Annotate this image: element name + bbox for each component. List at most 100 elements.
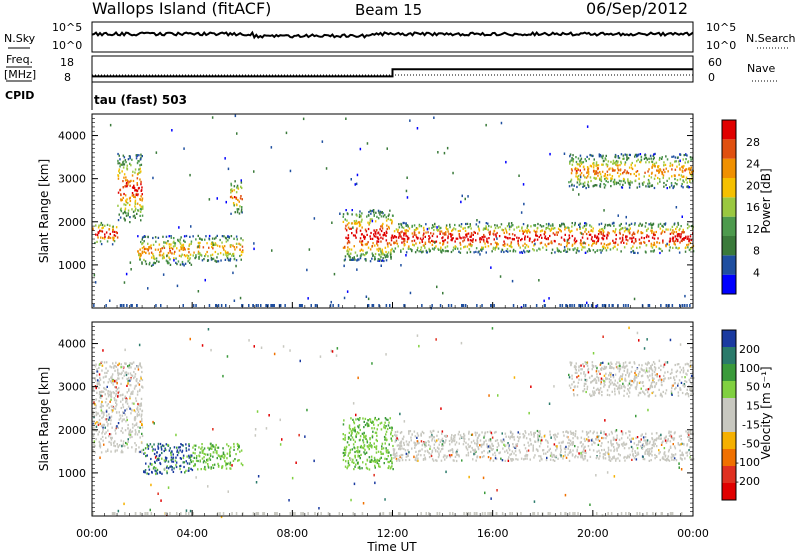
echo-pixel: [150, 443, 152, 445]
echo-pixel: [632, 240, 634, 242]
echo-pixel: [582, 233, 584, 235]
echo-pixel: [584, 440, 586, 442]
echo-pixel: [344, 297, 346, 300]
echo-pixel: [547, 451, 549, 453]
echo-pixel: [541, 237, 543, 239]
echo-pixel: [123, 370, 125, 372]
echo-pixel: [194, 457, 196, 459]
echo-pixel: [130, 412, 132, 414]
echo-pixel: [311, 304, 313, 307]
echo-pixel: [654, 165, 656, 167]
echo-pixel: [200, 460, 202, 462]
echo-pixel: [447, 245, 449, 247]
echo-pixel: [387, 243, 389, 245]
echo-pixel: [122, 394, 124, 396]
echo-pixel: [568, 448, 570, 450]
echo-pixel: [512, 238, 514, 240]
echo-pixel: [368, 247, 370, 249]
echo-pixel: [580, 176, 582, 179]
echo-pixel: [678, 174, 680, 176]
echo-pixel: [155, 236, 157, 238]
echo-pixel: [137, 394, 139, 396]
echo-pixel: [238, 243, 240, 245]
echo-pixel: [128, 367, 130, 369]
echo-pixel: [616, 160, 618, 162]
echo-pixel: [624, 460, 626, 462]
echo-pixel: [663, 391, 665, 393]
echo-pixel: [177, 285, 179, 288]
echo-pixel: [184, 248, 186, 250]
echo-pixel: [141, 186, 143, 188]
echo-pixel: [397, 431, 399, 433]
echo-pixel: [129, 204, 131, 206]
echo-pixel: [186, 460, 188, 462]
echo-pixel: [137, 173, 139, 175]
echo-pixel: [368, 211, 370, 213]
echo-pixel: [121, 170, 123, 172]
echo-pixel: [624, 447, 626, 449]
echo-pixel: [576, 450, 578, 452]
echo-pixel: [386, 256, 388, 258]
echo-pixel: [233, 449, 235, 451]
echo-pixel: [142, 242, 144, 244]
echo-pixel: [639, 186, 641, 188]
echo-pixel: [419, 242, 421, 244]
echo-pixel: [671, 168, 673, 170]
echo-pixel: [486, 240, 488, 242]
echo-pixel: [149, 246, 151, 248]
echo-pixel: [459, 431, 461, 433]
echo-pixel: [124, 163, 126, 165]
echo-pixel: [406, 229, 408, 231]
echo-pixel: [667, 170, 669, 172]
echo-pixel: [142, 215, 144, 217]
echo-pixel: [455, 248, 457, 250]
echo-pixel: [127, 179, 129, 181]
echo-pixel: [367, 222, 369, 224]
echo-pixel: [112, 362, 114, 364]
echo-pixel: [587, 238, 589, 240]
echo-pixel: [676, 375, 678, 377]
echo-pixel: [228, 236, 230, 238]
echo-pixel: [685, 430, 687, 432]
echo-pixel: [123, 406, 125, 408]
echo-pixel: [140, 181, 142, 183]
echo-pixel: [132, 186, 134, 188]
echo-pixel: [525, 458, 527, 460]
echo-pixel: [660, 304, 662, 307]
echo-pixel: [661, 250, 663, 252]
echo-pixel: [404, 240, 406, 242]
echo-pixel: [453, 460, 455, 462]
echo-pixel: [142, 198, 144, 200]
echo-pixel: [612, 456, 614, 458]
echo-pixel: [614, 449, 616, 451]
echo-pixel: [141, 433, 143, 435]
echo-pixel: [506, 231, 508, 233]
echo-pixel: [643, 181, 645, 183]
echo-pixel: [381, 265, 383, 268]
echo-pixel: [384, 232, 386, 234]
echo-pixel: [355, 183, 357, 186]
echo-pixel: [173, 237, 175, 239]
echo-pixel: [608, 363, 610, 365]
echo-pixel: [647, 170, 649, 172]
echo-pixel: [399, 459, 401, 461]
echo-pixel: [675, 182, 677, 184]
echo-pixel: [133, 180, 135, 182]
echo-pixel: [464, 227, 466, 229]
echo-pixel: [107, 418, 109, 420]
echo-pixel: [457, 449, 459, 451]
echo-pixel: [237, 199, 239, 201]
echo-pixel: [557, 458, 559, 460]
echo-pixel: [583, 458, 585, 460]
echo-pixel: [120, 366, 122, 368]
echo-pixel: [410, 292, 412, 295]
echo-pixel: [100, 397, 102, 399]
echo-pixel: [117, 443, 119, 445]
echo-pixel: [449, 454, 451, 456]
echo-pixel: [543, 453, 545, 455]
echo-pixel: [667, 458, 669, 460]
echo-pixel: [652, 164, 654, 166]
echo-pixel: [614, 246, 616, 248]
echo-pixel: [383, 426, 385, 428]
echo-pixel: [682, 304, 684, 307]
